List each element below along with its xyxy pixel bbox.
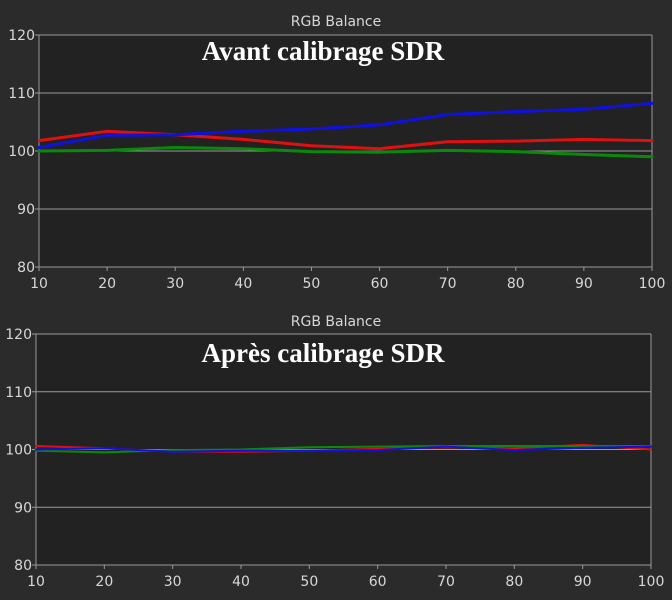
chart-svg: 80 90 100 110 120 10 20 30 40 50 60 70 80 90 100 [5,327,665,590]
y-tick-label: 90 [17,202,35,218]
series-line-1 [35,445,652,454]
x-tick-label: 90 [575,276,593,292]
chart-subtitle: RGB Balance [290,314,382,330]
x-tick-label: 50 [303,276,321,292]
y-tick-label: 110 [5,385,32,401]
x-tick-label: 70 [439,276,457,292]
chart-title: Après calibrage SDR [201,338,445,368]
y-tick-label: 120 [5,327,32,343]
x-tick-label: 90 [574,574,592,590]
chart-subtitle: RGB Balance [290,14,382,30]
y-tick-label: 90 [14,500,32,516]
series-line-1 [37,146,654,159]
chart-title: Avant calibrage SDR [201,36,445,66]
x-tick-label: 20 [95,574,113,590]
chart-before: RGB Balance 80 90 100 110 120 10 20 30 40 50 60 70 8… [8,14,666,292]
y-tick-label: 100 [5,443,32,459]
y-tick-label: 80 [17,260,35,276]
x-tick-label: 80 [507,276,525,292]
x-tick-label: 10 [27,574,45,590]
y-tick-label: 80 [14,558,32,574]
x-tick-label: 20 [98,276,116,292]
x-tick-label: 60 [371,276,389,292]
x-tick-label: 10 [30,276,48,292]
x-tick-label: 100 [638,574,665,590]
chart-svg: 80 90 100 110 120 10 20 30 40 50 60 70 80 90 100 [8,28,666,292]
x-tick-label: 60 [369,574,387,590]
x-tick-label: 70 [437,574,455,590]
x-tick-label: 100 [639,276,666,292]
y-tick-label: 100 [8,144,35,160]
y-tick-label: 110 [8,86,35,102]
series-line-2 [35,445,652,453]
x-tick-label: 30 [164,574,182,590]
x-tick-label: 40 [232,574,250,590]
x-tick-label: 40 [234,276,252,292]
x-tick-label: 30 [166,276,184,292]
series-line-2 [37,101,654,149]
series-line-0 [37,129,654,151]
y-tick-label: 120 [8,28,35,44]
chart-after: RGB Balance 80 90 100 110 120 10 20 30 40 50 60 70 8… [0,300,672,600]
x-tick-label: 50 [300,574,318,590]
x-tick-label: 80 [505,574,523,590]
